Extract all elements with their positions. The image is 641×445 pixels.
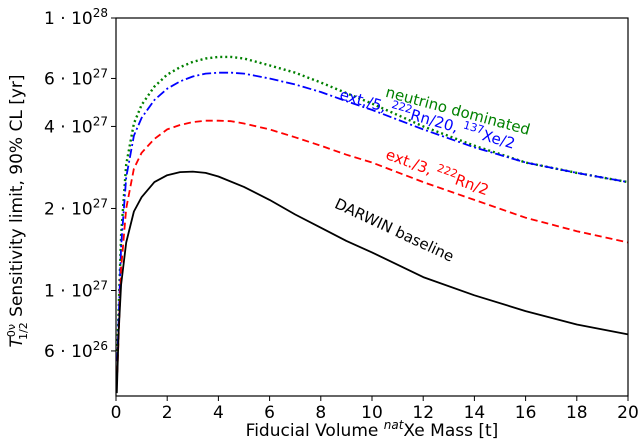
- x-axis-title: Fiducial Volume natXe Mass [t]: [246, 418, 499, 441]
- plot-frame: [115, 17, 629, 397]
- series-line-baseline: [115, 170, 629, 394]
- x-tick-label: 18: [566, 403, 588, 423]
- y-tick-label: 1 · 1027: [44, 278, 108, 301]
- y-tick-label: 1 · 1028: [44, 6, 108, 29]
- baseline-label: DARWIN baseline: [332, 195, 457, 266]
- y-axis-title: T0ν1/2 Sensitivity limit, 90% CL [yr]: [5, 74, 30, 347]
- x-tick-label: 2: [162, 403, 173, 423]
- y-tick-label: 6 · 1027: [44, 66, 108, 89]
- x-tick-label: 14: [464, 403, 486, 423]
- x-tick-label: 16: [515, 403, 537, 423]
- x-tick-label: 12: [412, 403, 434, 423]
- x-tick-label: 0: [111, 403, 122, 423]
- series-layer: [115, 55, 629, 394]
- y-tick-label: 6 · 1026: [44, 339, 108, 362]
- x-tick-label: 8: [315, 403, 326, 423]
- series-line-neutrino: [116, 55, 629, 351]
- ext3-label: ext./3, 222Rn/2: [383, 143, 491, 199]
- axes: 0 2 4 6 8 10 12 14 16 18 20 6 · 1026 1 · 1027 2 · 102…: [44, 6, 639, 423]
- x-tick-label: 20: [617, 403, 639, 423]
- y-tick-label: 4 · 1027: [44, 114, 108, 137]
- x-tick-label: 6: [264, 403, 275, 423]
- series-line-ext3: [116, 119, 629, 373]
- x-tick-label: 4: [213, 403, 224, 423]
- series-line-ext5: [116, 71, 629, 362]
- y-tick-label: 2 · 1027: [44, 196, 108, 219]
- x-tick-label: 10: [361, 403, 383, 423]
